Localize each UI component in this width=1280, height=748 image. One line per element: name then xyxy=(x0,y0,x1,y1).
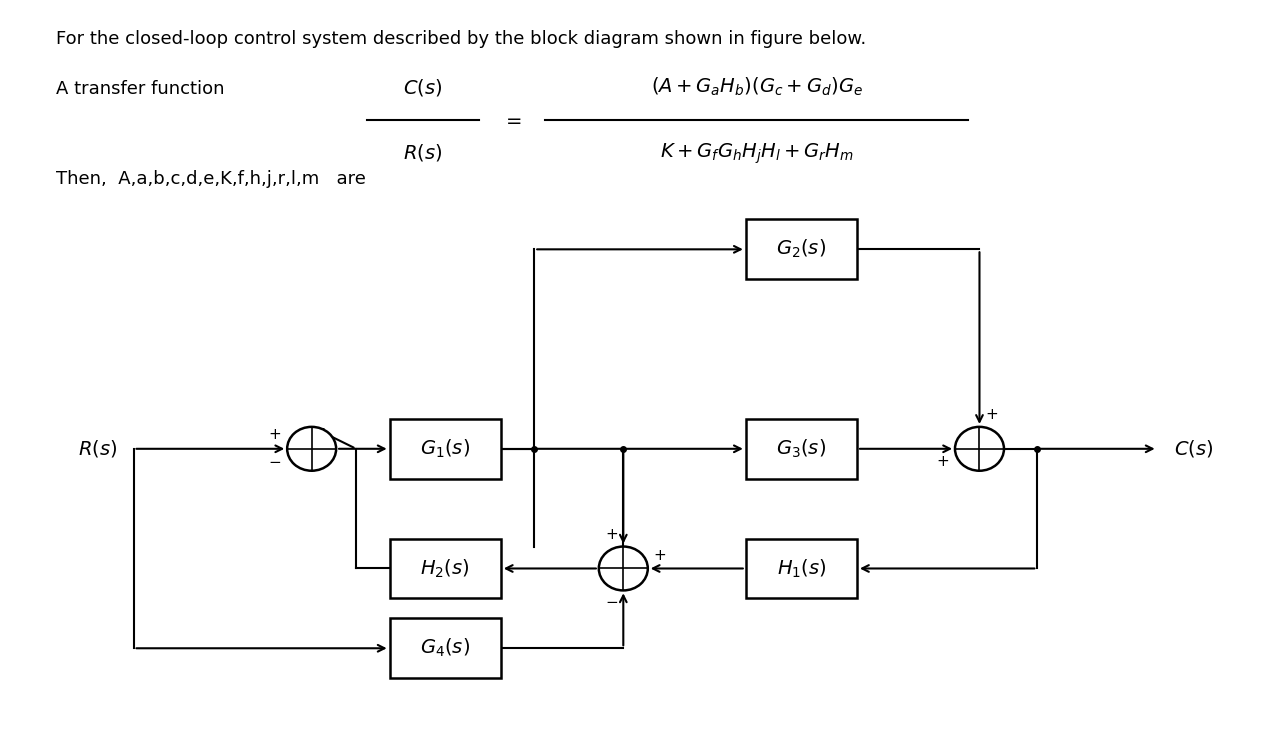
Text: $K+G_fG_hH_jH_l+G_rH_m$: $K+G_fG_hH_jH_l+G_rH_m$ xyxy=(660,141,854,166)
Bar xyxy=(389,539,500,598)
Text: $C(s)$: $C(s)$ xyxy=(403,77,443,98)
Text: +: + xyxy=(653,548,666,563)
Text: For the closed-loop control system described by the block diagram shown in figur: For the closed-loop control system descr… xyxy=(55,30,865,48)
Text: $H_2(s)$: $H_2(s)$ xyxy=(420,557,470,580)
Text: $G_1(s)$: $G_1(s)$ xyxy=(420,438,470,460)
Text: +: + xyxy=(986,407,998,422)
Text: $(A+G_aH_b)(G_c+G_d)G_e$: $(A+G_aH_b)(G_c+G_d)G_e$ xyxy=(652,76,863,98)
Bar xyxy=(389,419,500,479)
Text: $C(s)$: $C(s)$ xyxy=(1174,438,1213,459)
Text: Then,  A,a,b,c,d,e,K,f,h,j,r,l,m   are: Then, A,a,b,c,d,e,K,f,h,j,r,l,m are xyxy=(55,170,366,188)
Text: +: + xyxy=(937,454,950,469)
Text: $G_3(s)$: $G_3(s)$ xyxy=(777,438,827,460)
Bar xyxy=(746,419,858,479)
Bar xyxy=(746,219,858,279)
Text: +: + xyxy=(269,427,282,442)
Text: $H_1(s)$: $H_1(s)$ xyxy=(777,557,826,580)
Circle shape xyxy=(287,427,337,470)
Text: −: − xyxy=(269,456,282,470)
Text: $G_2(s)$: $G_2(s)$ xyxy=(777,238,827,260)
Text: $R(s)$: $R(s)$ xyxy=(403,141,443,162)
Circle shape xyxy=(955,427,1004,470)
Text: A transfer function: A transfer function xyxy=(55,80,224,98)
Text: $=$: $=$ xyxy=(502,110,522,129)
Text: $R(s)$: $R(s)$ xyxy=(78,438,116,459)
Circle shape xyxy=(599,547,648,590)
Bar xyxy=(746,539,858,598)
Text: −: − xyxy=(605,595,618,610)
Text: +: + xyxy=(605,527,618,542)
Bar xyxy=(389,619,500,678)
Text: $G_4(s)$: $G_4(s)$ xyxy=(420,637,470,660)
